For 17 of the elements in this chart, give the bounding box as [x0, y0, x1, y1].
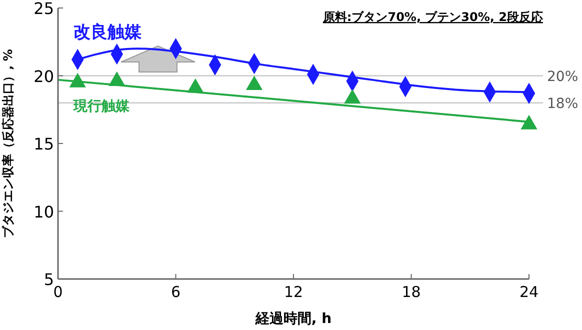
- x-axis-title: 経過時間, h: [254, 311, 332, 327]
- x-tick-label: 0: [53, 283, 63, 301]
- series-label: 改良触媒: [74, 22, 143, 42]
- y-tick-label: 15: [34, 134, 54, 154]
- y-tick-label: 5: [44, 270, 54, 289]
- y-tick-label: 25: [34, 0, 54, 18]
- x-tick-label: 12: [284, 283, 304, 301]
- annotation: 原料:ブタン70%, ブテン30%, 2段反応: [322, 10, 543, 24]
- ref-line-label: 18%: [547, 96, 578, 112]
- y-axis-title: ブタジエン収率（反応器出口）, %: [1, 49, 15, 238]
- x-tick-label: 24: [519, 283, 539, 301]
- x-tick-label: 18: [402, 283, 421, 301]
- series-label: 現行触媒: [72, 98, 131, 115]
- y-tick-label: 20: [34, 66, 54, 86]
- ref-line-label: 20%: [547, 68, 578, 85]
- y-tick-label: 10: [34, 202, 54, 222]
- x-tick-label: 6: [170, 283, 181, 301]
